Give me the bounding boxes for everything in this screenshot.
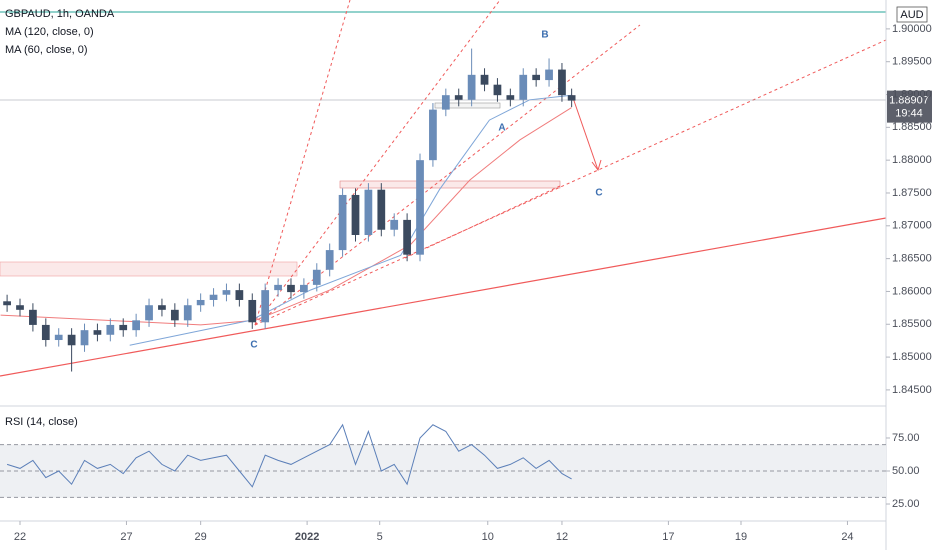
- candle-body: [170, 309, 179, 321]
- candle-body: [441, 95, 450, 110]
- chart-title: GBPAUD, 1h, OANDA: [5, 8, 115, 20]
- candle-body: [119, 324, 128, 331]
- zone-box: [0, 261, 298, 277]
- fan-line: [254, 39, 887, 326]
- price-label-box: [887, 90, 932, 123]
- legend-entry: MA (120, close, 0): [5, 26, 94, 38]
- x-tick-label: 27: [120, 531, 132, 543]
- y-tick-label: 1.86500: [892, 253, 932, 265]
- candle-body: [364, 189, 373, 235]
- candle-body: [29, 309, 37, 325]
- candle-body: [261, 290, 270, 323]
- fan-line: [254, 0, 501, 326]
- candle-body: [106, 324, 115, 335]
- x-tick-label: 24: [841, 531, 853, 543]
- candle-body: [429, 109, 437, 161]
- y-tick-label: 1.89500: [892, 56, 932, 68]
- x-tick-label: 29: [195, 531, 207, 543]
- candle-body: [377, 189, 386, 230]
- candle-body: [274, 284, 282, 291]
- currency-label[interactable]: AUD: [900, 9, 923, 21]
- y-tick-label: 1.87500: [892, 187, 932, 199]
- rsi-line: [6, 423, 572, 488]
- candle-body: [480, 74, 489, 85]
- candle-body: [390, 219, 399, 230]
- arrow-head: [591, 159, 602, 172]
- axis: 1.90000 1.89500 1.89000 1.88500 1.88000 1.875…: [14, 23, 932, 543]
- arrow: [571, 94, 599, 171]
- chart-title: RSI (14, close): [5, 416, 78, 428]
- candle-body: [567, 95, 576, 101]
- y-tick-label: 1.85000: [892, 351, 932, 363]
- x-tick-label: 5: [377, 531, 383, 543]
- zone-box: [434, 102, 501, 109]
- annotation: C: [250, 340, 257, 351]
- candle-body: [338, 194, 347, 251]
- candle-body: [158, 305, 166, 310]
- candle-body: [235, 290, 244, 300]
- annotation: C: [595, 188, 602, 199]
- y-tick-label: 75.00: [892, 432, 920, 444]
- candle-body: [558, 69, 566, 96]
- y-tick-label: 1.88500: [892, 121, 932, 133]
- price-label: 1.88907: [889, 95, 929, 107]
- candle-body: [403, 219, 411, 255]
- candle-body: [196, 299, 205, 306]
- y-tick-label: 1.84500: [892, 384, 932, 396]
- x-tick-label: 12: [556, 531, 568, 543]
- candle-body: [506, 95, 515, 100]
- candle-body: [467, 74, 476, 100]
- candle-body: [54, 334, 63, 341]
- candle-body: [351, 194, 360, 235]
- candle-body: [222, 290, 231, 295]
- candle-body: [80, 330, 89, 346]
- candle-body: [248, 299, 257, 323]
- trend-line: [0, 217, 887, 377]
- candle-body: [545, 69, 553, 81]
- fan-line: [254, 0, 351, 326]
- candle-body: [300, 284, 308, 293]
- candle-body: [3, 301, 11, 306]
- candle-body: [145, 305, 153, 321]
- candle-body: [312, 269, 321, 285]
- y-tick-label: 25.00: [892, 498, 920, 510]
- candle-body: [132, 320, 141, 331]
- y-tick-label: 50.00: [892, 465, 920, 477]
- candle-body: [183, 305, 192, 321]
- x-tick-label: 2022: [295, 531, 319, 543]
- candle-body: [416, 160, 424, 255]
- candle-body: [532, 74, 541, 81]
- legend-entry: MA (60, close, 0): [5, 44, 88, 56]
- y-tick-label: 1.86000: [892, 285, 932, 297]
- x-tick-label: 17: [662, 531, 674, 543]
- annotation: B: [541, 30, 548, 41]
- fan-line: [404, 185, 561, 259]
- y-tick-label: 1.90000: [892, 23, 932, 35]
- candle-body: [67, 334, 76, 346]
- zone-box: [339, 180, 561, 189]
- annotation: A: [498, 123, 505, 134]
- candle-body: [287, 284, 295, 293]
- y-tick-label: 1.85500: [892, 318, 932, 330]
- y-tick-label: 1.87000: [892, 220, 932, 232]
- candle-body: [209, 294, 218, 300]
- countdown-label: 19:44: [895, 108, 923, 120]
- x-tick-label: 19: [735, 531, 747, 543]
- currency-box[interactable]: [896, 6, 928, 23]
- x-tick-label: 10: [482, 531, 494, 543]
- y-tick-label: 1.89000: [892, 88, 932, 100]
- x-tick-label: 22: [14, 531, 26, 543]
- candle-body: [493, 84, 502, 96]
- candle-body: [454, 95, 463, 100]
- y-tick-label: 1.88000: [892, 154, 932, 166]
- candle-body: [519, 74, 528, 100]
- candle-body: [16, 305, 24, 310]
- candle-body: [325, 250, 334, 270]
- candle-body: [93, 330, 102, 335]
- candle-body: [41, 324, 50, 341]
